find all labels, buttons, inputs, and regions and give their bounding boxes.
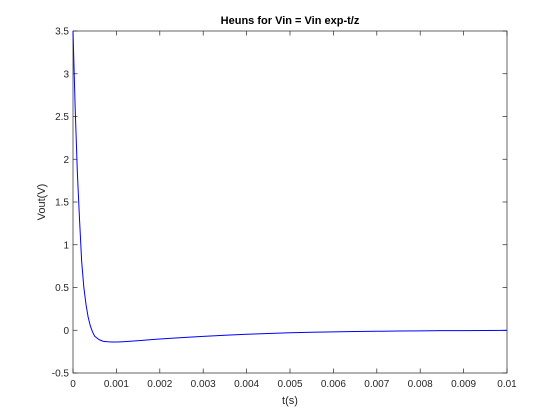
x-tick-label: 0.01 xyxy=(497,379,517,390)
x-tick-label: 0.005 xyxy=(277,379,302,390)
y-tick-label: 0.5 xyxy=(55,283,69,294)
y-axis-ticks: -0.5 0 0.5 1 1.5 2 2.5 3 3.5 xyxy=(52,27,507,380)
y-tick-label: 0 xyxy=(63,326,69,337)
y-tick-label: -0.5 xyxy=(52,369,70,380)
plot-area xyxy=(72,30,508,374)
x-tick-label: 0.009 xyxy=(451,379,476,390)
x-tick-label: 0 xyxy=(70,379,76,390)
y-axis-label: Vout(V) xyxy=(36,184,48,221)
y-tick-label: 1 xyxy=(63,240,69,251)
series-layer xyxy=(72,30,508,343)
y-tick-label: 3.5 xyxy=(55,27,69,38)
y-tick-label: 2 xyxy=(63,155,69,166)
x-tick-label: 0.003 xyxy=(191,379,216,390)
x-tick-label: 0.006 xyxy=(321,379,346,390)
y-tick-label: 2.5 xyxy=(55,112,69,123)
x-tick-label: 0.007 xyxy=(364,379,389,390)
y-tick-label: 1.5 xyxy=(55,198,69,209)
x-tick-label: 0.001 xyxy=(104,379,129,390)
x-tick-label: 0.008 xyxy=(408,379,433,390)
series-line-0 xyxy=(72,30,508,343)
x-axis-ticks: 0 0.001 0.002 0.003 0.004 0.005 0.006 0.007 0.00… xyxy=(70,31,517,390)
y-tick-label: 3 xyxy=(63,69,69,80)
x-axis-label: t(s) xyxy=(282,395,298,407)
x-tick-label: 0.002 xyxy=(147,379,172,390)
x-tick-label: 0.004 xyxy=(234,379,259,390)
chart-title: Heuns for Vin = Vin exp-t/z xyxy=(221,15,360,27)
